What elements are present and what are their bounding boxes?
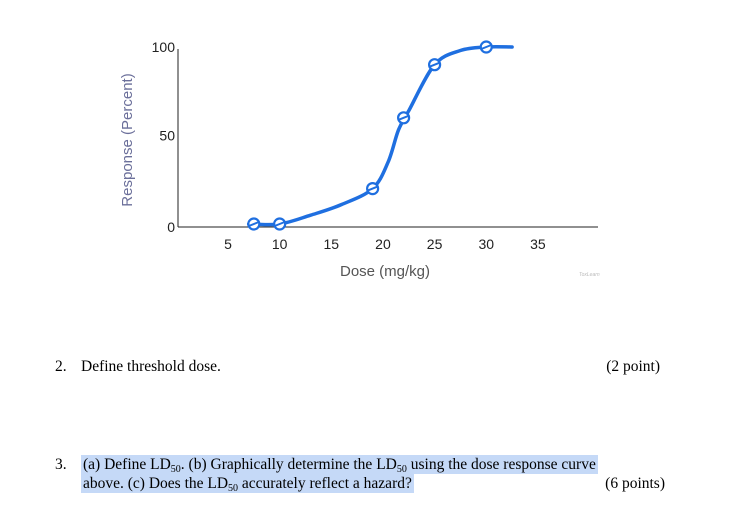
y-axis-label-group: Response (Percent) <box>119 73 136 206</box>
x-tick-label: 35 <box>530 236 546 252</box>
q3-text-part: above. (c) Does the LD <box>83 475 229 492</box>
data-point <box>366 182 380 196</box>
question-3-line-2: above. (c) Does the LD50 accurately refl… <box>81 474 414 494</box>
data-point <box>479 40 493 54</box>
y-tick-labels: 0 50 100 <box>152 39 176 235</box>
x-tick-label: 20 <box>375 236 391 252</box>
y-axis-label: Response (Percent) <box>119 73 136 206</box>
question-2-points: (2 point) <box>606 358 660 375</box>
ld50-subscript: 50 <box>396 464 407 475</box>
x-tick-label: 10 <box>272 236 288 252</box>
question-2-text: Define threshold dose. <box>81 358 221 375</box>
ld50-subscript: 50 <box>228 483 239 494</box>
x-tick-label: 15 <box>324 236 340 252</box>
y-tick-label: 50 <box>159 128 175 144</box>
question-3-line-1: (a) Define LD50. (b) Graphically determi… <box>81 455 598 475</box>
ld50-subscript: 50 <box>170 464 181 475</box>
x-tick-labels: 5 10 15 20 25 30 35 <box>224 236 546 252</box>
question-2-number: 2. <box>55 358 67 375</box>
q3-text-part: accurately reflect a hazard? <box>238 475 412 492</box>
data-point <box>273 217 287 231</box>
x-axis-label: Dose (mg/kg) <box>340 263 430 280</box>
x-tick-label: 5 <box>224 236 232 252</box>
y-tick-label: 100 <box>152 39 176 55</box>
question-3-number: 3. <box>55 456 67 473</box>
q3-text-part: using the dose response curve <box>406 456 596 473</box>
data-point <box>247 217 261 231</box>
x-tick-label: 25 <box>427 236 443 252</box>
dose-response-curve <box>246 44 514 227</box>
y-tick-label: 0 <box>167 219 175 235</box>
data-point <box>397 111 411 125</box>
q3-text-part: . (b) Graphically determine the LD <box>180 456 397 473</box>
data-point <box>428 58 442 72</box>
q3-text-part: (a) Define LD <box>83 456 171 473</box>
question-3-points: (6 points) <box>605 475 665 492</box>
toxlearn-watermark: ToxLearn <box>579 272 600 278</box>
x-tick-label: 30 <box>478 236 494 252</box>
data-point-markers <box>247 40 493 231</box>
